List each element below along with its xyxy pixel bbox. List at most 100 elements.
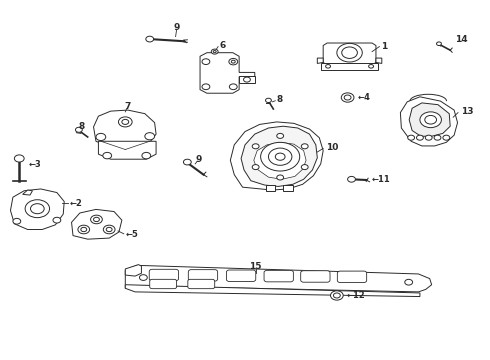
Circle shape (13, 219, 21, 224)
Circle shape (142, 152, 151, 159)
FancyBboxPatch shape (188, 279, 215, 289)
Text: 10: 10 (326, 143, 338, 152)
Circle shape (30, 204, 44, 214)
Polygon shape (10, 189, 64, 229)
Circle shape (331, 291, 343, 300)
Circle shape (416, 135, 423, 140)
Text: 8: 8 (277, 95, 283, 104)
Text: ←3: ←3 (29, 161, 42, 170)
Circle shape (341, 93, 354, 102)
Circle shape (269, 148, 292, 165)
Polygon shape (283, 185, 293, 191)
Text: 14: 14 (455, 35, 468, 44)
Circle shape (103, 152, 112, 159)
Text: 1: 1 (381, 42, 387, 51)
Polygon shape (125, 285, 420, 297)
Polygon shape (23, 190, 32, 195)
Circle shape (277, 175, 284, 180)
Text: ←5: ←5 (125, 230, 138, 239)
Circle shape (96, 134, 106, 140)
Polygon shape (239, 76, 255, 83)
Polygon shape (125, 265, 432, 292)
Circle shape (25, 200, 49, 218)
Circle shape (106, 227, 112, 231)
FancyBboxPatch shape (264, 270, 294, 282)
Circle shape (425, 116, 437, 124)
Circle shape (94, 217, 99, 222)
Text: ←4: ←4 (357, 93, 370, 102)
Circle shape (202, 59, 210, 64)
Text: 8: 8 (78, 122, 84, 131)
Polygon shape (266, 185, 275, 191)
FancyBboxPatch shape (188, 270, 218, 281)
Text: 6: 6 (220, 41, 226, 50)
Text: ←12: ←12 (346, 291, 366, 300)
Circle shape (333, 293, 340, 298)
Polygon shape (318, 58, 323, 63)
Circle shape (14, 155, 24, 162)
Circle shape (266, 98, 271, 103)
Text: 13: 13 (461, 107, 473, 116)
Circle shape (103, 225, 115, 234)
Polygon shape (98, 141, 156, 159)
Text: 15: 15 (249, 262, 262, 271)
Circle shape (140, 275, 147, 280)
Circle shape (275, 153, 285, 160)
Polygon shape (321, 63, 378, 69)
Polygon shape (200, 53, 255, 93)
Circle shape (301, 144, 308, 149)
Polygon shape (94, 110, 156, 148)
Text: ←2: ←2 (70, 199, 83, 208)
Circle shape (91, 215, 102, 224)
Circle shape (405, 279, 413, 285)
Circle shape (211, 49, 218, 54)
Circle shape (53, 217, 61, 223)
Polygon shape (230, 122, 323, 190)
Circle shape (434, 135, 441, 140)
Circle shape (326, 64, 331, 68)
Circle shape (425, 135, 432, 140)
Circle shape (78, 225, 90, 234)
Circle shape (252, 144, 259, 149)
Text: 7: 7 (124, 102, 131, 111)
FancyBboxPatch shape (226, 270, 256, 282)
Circle shape (337, 43, 362, 62)
Polygon shape (254, 142, 306, 179)
Polygon shape (323, 43, 376, 65)
Circle shape (261, 142, 300, 171)
FancyBboxPatch shape (301, 271, 330, 282)
FancyBboxPatch shape (337, 271, 367, 283)
Polygon shape (409, 103, 450, 136)
FancyBboxPatch shape (150, 279, 176, 289)
Circle shape (119, 117, 132, 127)
Circle shape (229, 84, 237, 90)
Circle shape (202, 84, 210, 90)
Circle shape (420, 112, 441, 128)
Polygon shape (125, 265, 142, 276)
Circle shape (368, 64, 373, 68)
Circle shape (244, 77, 250, 82)
Polygon shape (400, 97, 458, 146)
Circle shape (344, 95, 351, 100)
Circle shape (213, 50, 216, 53)
Circle shape (408, 135, 415, 140)
Circle shape (347, 176, 355, 182)
Circle shape (145, 133, 155, 140)
Circle shape (229, 58, 238, 65)
Circle shape (342, 47, 357, 58)
Circle shape (443, 135, 450, 140)
Polygon shape (376, 58, 382, 63)
Circle shape (277, 134, 284, 138)
FancyBboxPatch shape (149, 269, 178, 281)
Circle shape (231, 60, 235, 63)
Circle shape (146, 36, 154, 42)
Circle shape (122, 120, 129, 125)
Text: 9: 9 (173, 23, 180, 32)
Circle shape (252, 165, 259, 170)
Circle shape (183, 159, 191, 165)
Text: ←11: ←11 (372, 175, 391, 184)
Circle shape (81, 227, 87, 231)
Polygon shape (72, 210, 122, 239)
Polygon shape (241, 126, 318, 186)
Circle shape (301, 165, 308, 170)
